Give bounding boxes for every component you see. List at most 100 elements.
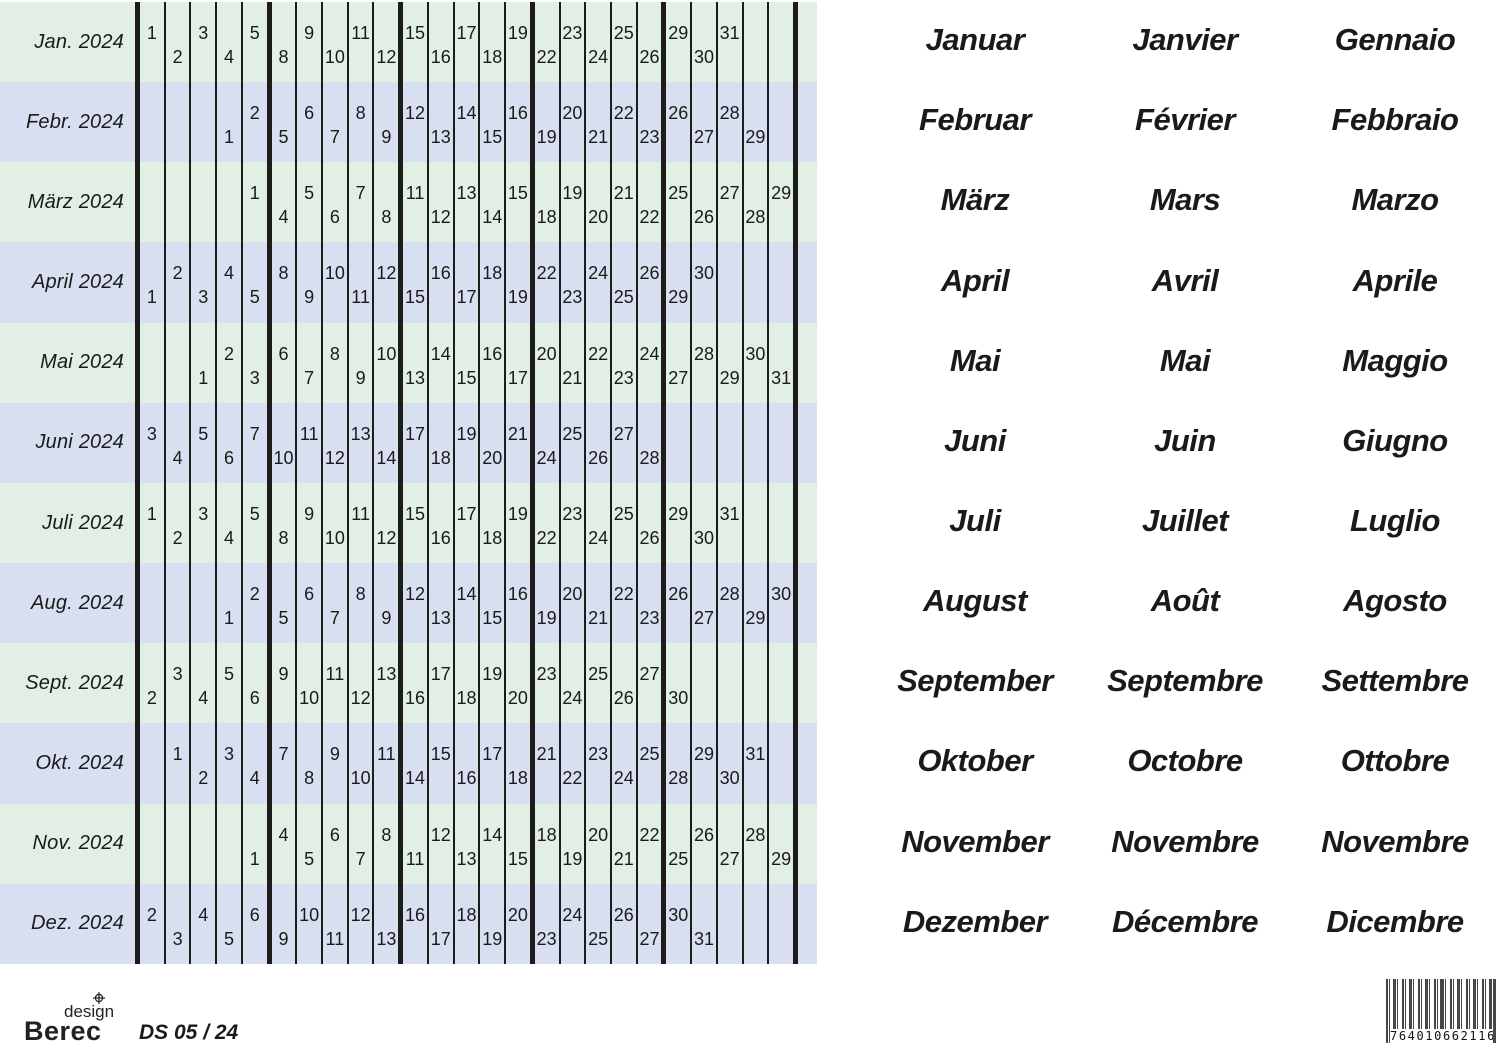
day-number: 26	[668, 584, 689, 605]
day-number: 26	[613, 688, 634, 709]
day-cell: 30	[666, 883, 693, 964]
day-number: 25	[562, 423, 583, 444]
day-number: 27	[693, 608, 714, 629]
day-number: 31	[719, 23, 740, 43]
day-number: 12	[376, 47, 397, 67]
day-number: 11	[351, 23, 370, 43]
month-name-french: Mai	[1159, 342, 1211, 378]
day-cell: 15	[429, 723, 455, 804]
day-number: 30	[771, 584, 792, 605]
day-cell: 29	[769, 803, 798, 884]
day-strip: 1 2 3 6 7 8 9 10 13 14 15 16 17 20 21 22 23 24 27 28 29 30 31	[135, 322, 798, 403]
day-number: 7	[329, 127, 340, 148]
day-cell	[140, 322, 166, 403]
day-number: 29	[745, 127, 766, 148]
day-number: 11	[351, 503, 370, 524]
day-number: 29	[668, 23, 689, 43]
day-cell: 28	[666, 723, 693, 804]
day-cell: 25	[561, 402, 587, 483]
day-number: 17	[456, 287, 477, 308]
day-cell: 3	[217, 723, 243, 804]
day-number: 16	[482, 343, 503, 364]
day-number: 2	[146, 904, 157, 925]
day-cell: 19	[506, 482, 535, 564]
day-number: 9	[278, 664, 289, 685]
day-number: 2	[146, 688, 157, 709]
day-cell: 15	[480, 82, 507, 163]
day-number: 24	[588, 527, 609, 548]
day-number: 27	[639, 664, 660, 685]
day-cell: 28	[718, 563, 744, 644]
day-number: 12	[430, 824, 451, 845]
day-number: 24	[613, 768, 634, 789]
day-number: 5	[304, 848, 315, 869]
day-number: 30	[693, 263, 714, 284]
day-cell	[140, 803, 166, 884]
month-name-row: Dezember Décembre Dicembre	[850, 884, 1500, 964]
day-number: 6	[249, 904, 260, 925]
day-number: 11	[299, 423, 319, 444]
day-number: 4	[278, 824, 289, 845]
day-number: 16	[405, 688, 426, 709]
day-cell: 14	[480, 803, 507, 884]
month-name-german: April	[940, 262, 1010, 298]
month-name-german: Juli	[949, 502, 1001, 538]
day-cell: 19	[506, 242, 535, 323]
day-number: 29	[668, 287, 689, 308]
day-cell: 27	[638, 643, 667, 724]
day-cell	[140, 82, 166, 163]
day-cell: 24	[586, 482, 612, 564]
day-number: 3	[198, 23, 209, 43]
day-cell: 19	[535, 563, 561, 644]
day-cell: 24	[586, 242, 612, 323]
day-cell: 1	[217, 563, 243, 644]
day-number: 13	[376, 928, 397, 949]
day-number: 30	[693, 527, 714, 548]
day-cell: 4	[191, 643, 218, 724]
day-cell: 3	[191, 2, 218, 83]
day-cell: 22	[612, 82, 638, 163]
month-name-italian: Novembre	[1321, 823, 1469, 859]
day-number: 28	[693, 343, 714, 364]
day-number: 2	[172, 47, 183, 67]
day-cell: 1	[217, 82, 243, 163]
day-cell: 26	[692, 803, 718, 884]
day-number: 9	[381, 127, 392, 148]
day-number: 30	[668, 904, 689, 925]
day-number: 24	[588, 47, 609, 67]
day-cell: 18	[480, 482, 507, 564]
day-number: 18	[430, 447, 451, 468]
day-number: 2	[249, 584, 260, 605]
day-cell: 27	[718, 803, 744, 884]
day-number: 17	[405, 423, 426, 444]
day-number: 10	[299, 688, 320, 709]
day-cell: 5	[217, 643, 243, 724]
day-cell: 5	[217, 883, 243, 964]
day-number: 13	[456, 848, 477, 869]
day-strip: 2 3 4 5 6 9 10 11 12 13 16 17 18 19 20 23 24 25 26 27 30	[135, 643, 798, 724]
day-number: 29	[719, 367, 740, 388]
day-cell: 1	[243, 162, 272, 243]
day-cell: 31	[718, 482, 744, 564]
day-cell: 27	[638, 883, 667, 964]
day-cell: 2	[166, 482, 192, 564]
day-cell	[718, 242, 744, 323]
day-cell: 4	[217, 482, 243, 564]
day-number: 14	[430, 343, 451, 364]
day-number: 11	[405, 848, 425, 869]
day-cell: 17	[455, 242, 481, 323]
day-cell: 23	[638, 563, 667, 644]
month-row: Jan. 2024 1 2 3 4 5 8 9 10 11 12 15 16 17 18 19 22 23 24 25…	[0, 2, 817, 83]
day-cell: 4	[272, 162, 298, 243]
day-number: 25	[613, 23, 634, 43]
day-number: 6	[329, 207, 340, 228]
day-cell: 29	[666, 242, 693, 323]
day-number: 17	[456, 23, 477, 43]
day-cell	[191, 803, 218, 884]
day-cell: 29	[666, 2, 693, 83]
day-cell: 5	[272, 82, 298, 163]
day-number: 8	[355, 103, 366, 124]
day-number: 28	[745, 207, 766, 228]
day-number: 30	[745, 343, 766, 364]
day-strip: 1 4 5 6 7 8 11 12 13 14 15 18 19 20 21 22 25 26 27 28 29	[135, 162, 798, 243]
